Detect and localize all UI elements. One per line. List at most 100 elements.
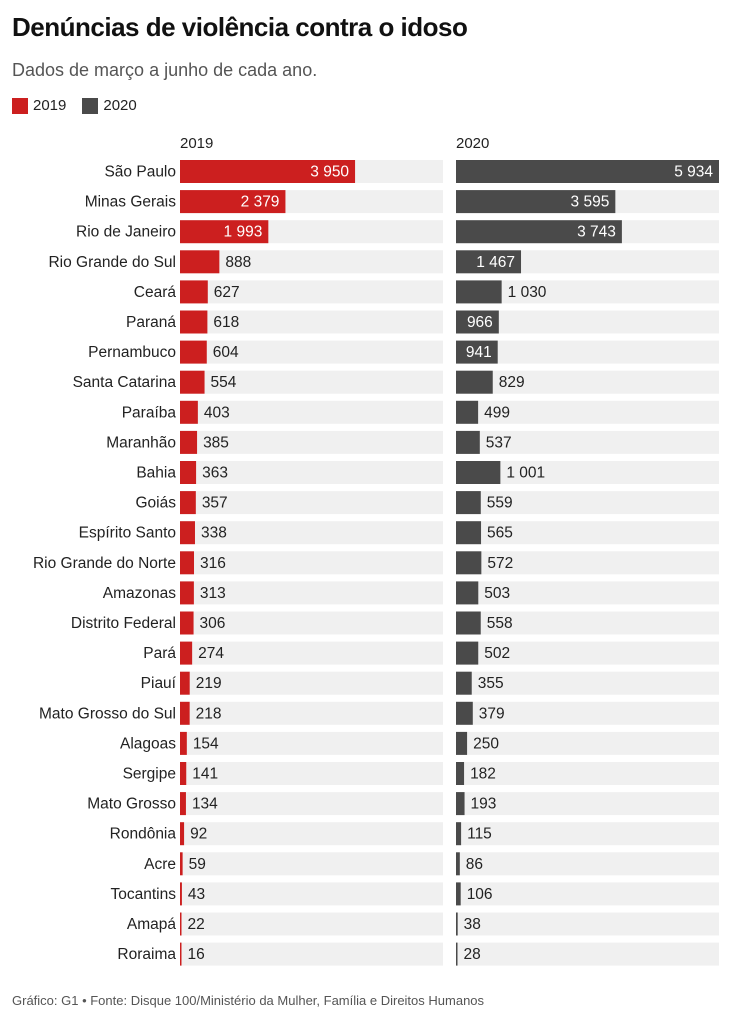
bar-2019-maranhao (180, 430, 198, 454)
bar-2020-mato-grosso (456, 792, 465, 816)
bar-track-2019-mato-grosso-do-sul (180, 701, 443, 725)
bar-track-2020-rio-grande-do-sul (456, 250, 719, 274)
category-label-paraiba: Paraíba (122, 404, 177, 421)
legend-item-2019: 2019 (12, 97, 66, 114)
bar-track-2020-roraima (456, 942, 719, 966)
bar-2019-sao-paulo (180, 160, 356, 183)
category-label-sao-paulo: São Paulo (104, 164, 176, 181)
data-label-2020-rio-de-janeiro: 3 743 (577, 224, 616, 241)
data-label-2019-rio-grande-do-sul: 888 (225, 254, 251, 271)
bar-2020-para (456, 641, 479, 665)
panel-header-2019: 2019 (180, 135, 213, 152)
data-label-2020-paraiba: 499 (484, 404, 510, 421)
bar-track-2019-santa-catarina (180, 370, 443, 394)
data-label-2019-distrito-federal: 306 (200, 615, 226, 632)
legend: 2019 2020 (12, 97, 153, 114)
bar-2019-pernambuco (180, 340, 207, 364)
data-label-2020-santa-catarina: 829 (499, 374, 525, 391)
data-label-2020-rio-grande-do-norte: 572 (487, 555, 513, 572)
data-label-2020-amapa: 38 (464, 916, 481, 933)
data-label-2020-roraima: 28 (464, 946, 481, 963)
chart-subtitle: Dados de março a junho de cada ano. (12, 60, 318, 80)
bar-2020-piaui (456, 671, 472, 695)
bar-2019-parana (180, 310, 208, 334)
bar-track-2019-ceara (180, 280, 443, 304)
category-label-roraima: Roraima (117, 946, 176, 963)
data-label-2019-rio-de-janeiro: 1 993 (224, 224, 263, 241)
data-label-2019-sergipe: 141 (192, 766, 218, 783)
panel-header-2020: 2020 (456, 135, 489, 152)
bar-2020-tocantins (456, 882, 461, 906)
bar-2020-amapa (456, 912, 458, 936)
bar-track-2020-espirito-santo (456, 521, 719, 545)
data-label-2020-mato-grosso: 193 (471, 796, 497, 813)
bar-2020-acre (456, 852, 460, 876)
data-label-2020-parana: 966 (467, 314, 493, 331)
bar-2020-rio-de-janeiro (456, 220, 622, 244)
category-label-mato-grosso-do-sul: Mato Grosso do Sul (39, 705, 176, 722)
data-label-2019-pernambuco: 604 (213, 344, 239, 361)
data-label-2019-santa-catarina: 554 (211, 374, 237, 391)
bar-track-2020-distrito-federal (456, 611, 719, 635)
bar-track-2019-tocantins (180, 882, 443, 906)
data-label-2019-tocantins: 43 (188, 886, 205, 903)
data-label-2020-mato-grosso-do-sul: 379 (479, 705, 505, 722)
bar-2020-parana (456, 310, 499, 334)
data-label-2020-bahia: 1 001 (506, 465, 545, 482)
bar-track-2020-mato-grosso (456, 792, 719, 816)
bar-track-2019-paraiba (180, 400, 443, 424)
bar-track-2020-mato-grosso-do-sul (456, 701, 719, 725)
bar-track-2019-rondonia (180, 822, 443, 846)
bar-track-2019-rio-grande-do-sul (180, 250, 443, 274)
bar-2019-mato-grosso-do-sul (180, 701, 190, 725)
bar-2019-rio-de-janeiro (180, 220, 269, 244)
bar-2020-goias (456, 491, 481, 515)
category-label-tocantins: Tocantins (111, 886, 177, 903)
category-label-mato-grosso: Mato Grosso (87, 796, 176, 813)
bar-track-2019-espirito-santo (180, 521, 443, 545)
bar-2019-minas-gerais (180, 190, 286, 214)
category-label-rio-de-janeiro: Rio de Janeiro (76, 224, 176, 241)
bar-2019-goias (180, 491, 196, 515)
bar-2019-sergipe (180, 762, 187, 785)
bar-track-2019-alagoas (180, 731, 443, 755)
data-label-2020-rondonia: 115 (467, 826, 492, 843)
bar-track-2019-distrito-federal (180, 611, 443, 635)
data-label-2019-alagoas: 154 (193, 735, 219, 752)
data-label-2019-rondonia: 92 (190, 826, 207, 843)
data-label-2019-minas-gerais: 2 379 (241, 194, 280, 211)
data-label-2019-paraiba: 403 (204, 404, 230, 421)
category-label-maranhao: Maranhão (106, 434, 176, 451)
bar-2019-ceara (180, 280, 208, 304)
bar-2019-roraima (180, 942, 182, 966)
legend-swatch-2020 (82, 97, 99, 114)
bar-track-2020-alagoas (456, 731, 719, 755)
bar-2020-paraiba (456, 400, 479, 424)
bar-2020-ceara (456, 280, 502, 304)
bar-track-2020-bahia (456, 461, 719, 484)
data-label-2020-para: 502 (484, 645, 510, 662)
data-label-2020-goias: 559 (487, 495, 513, 512)
bar-2020-maranhao (456, 430, 480, 454)
category-label-alagoas: Alagoas (120, 735, 176, 752)
bar-2020-santa-catarina (456, 370, 493, 394)
category-label-sergipe: Sergipe (123, 766, 176, 783)
data-label-2020-alagoas: 250 (473, 735, 499, 752)
bar-track-2020-maranhao (456, 430, 719, 454)
data-label-2020-piaui: 355 (478, 675, 504, 692)
data-label-2019-amazonas: 313 (200, 585, 226, 602)
bar-track-2019-pernambuco (180, 340, 443, 364)
category-label-espirito-santo: Espírito Santo (79, 525, 176, 542)
bar-2020-sao-paulo (456, 160, 719, 183)
data-label-2019-roraima: 16 (188, 946, 205, 963)
bar-2019-rio-grande-do-sul (180, 250, 220, 274)
bar-track-2019-mato-grosso (180, 792, 443, 816)
category-label-acre: Acre (144, 856, 176, 873)
data-label-2020-minas-gerais: 3 595 (571, 194, 610, 211)
data-label-2019-ceara: 627 (214, 284, 240, 301)
bar-2020-alagoas (456, 731, 468, 755)
legend-label-2020: 2020 (103, 97, 137, 114)
data-label-2019-maranhao: 385 (203, 434, 229, 451)
bar-track-2020-pernambuco (456, 340, 719, 364)
bar-2020-amazonas (456, 581, 479, 605)
